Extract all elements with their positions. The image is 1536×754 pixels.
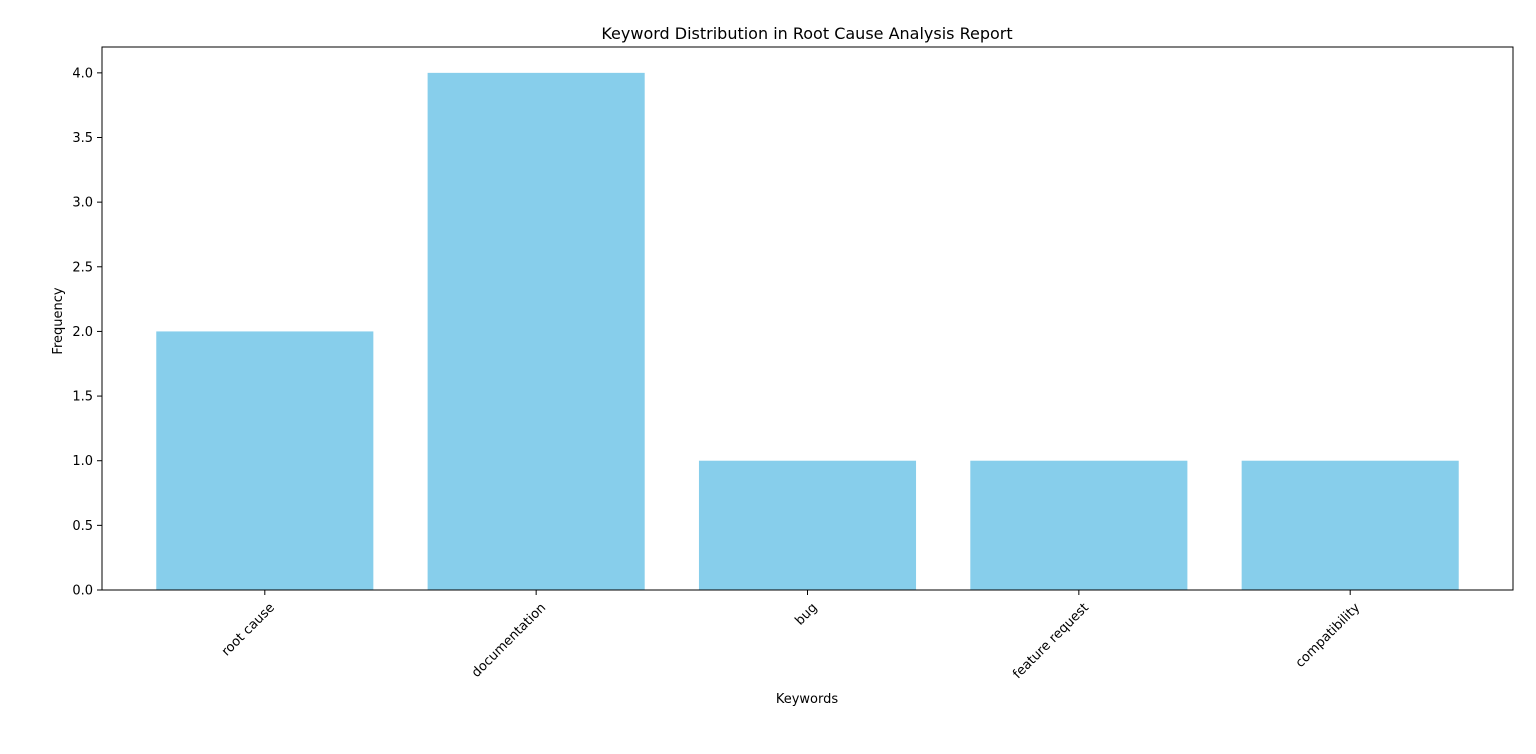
bars-group [156, 72, 1459, 591]
plot-area-frame [101, 46, 1514, 591]
y-tick-label: 2.5 [72, 260, 93, 275]
y-tick-label: 1.5 [72, 390, 93, 405]
y-tick-label: 0.5 [72, 519, 93, 534]
bar-feature-request [970, 460, 1188, 590]
y-tick-label: 0.0 [72, 584, 93, 599]
y-axis-label: Frequency [51, 287, 66, 354]
y-tick-label: 1.0 [72, 454, 93, 469]
y-axis: 0.0 0.5 1.0 1.5 2.0 2.5 3.0 3.5 4.0 [72, 66, 102, 599]
bar-documentation [427, 72, 645, 591]
bar-compatibility [1241, 460, 1459, 590]
y-tick-label: 2.0 [72, 325, 93, 340]
x-axis-label: Keywords [776, 692, 839, 707]
y-tick-label: 3.5 [72, 131, 93, 146]
y-tick-label: 3.0 [72, 196, 93, 211]
chart-title: Keyword Distribution in Root Cause Analy… [601, 24, 1012, 43]
y-tick-label: 4.0 [72, 66, 93, 81]
bar-bug [698, 460, 917, 590]
bar-root-cause [156, 331, 374, 590]
